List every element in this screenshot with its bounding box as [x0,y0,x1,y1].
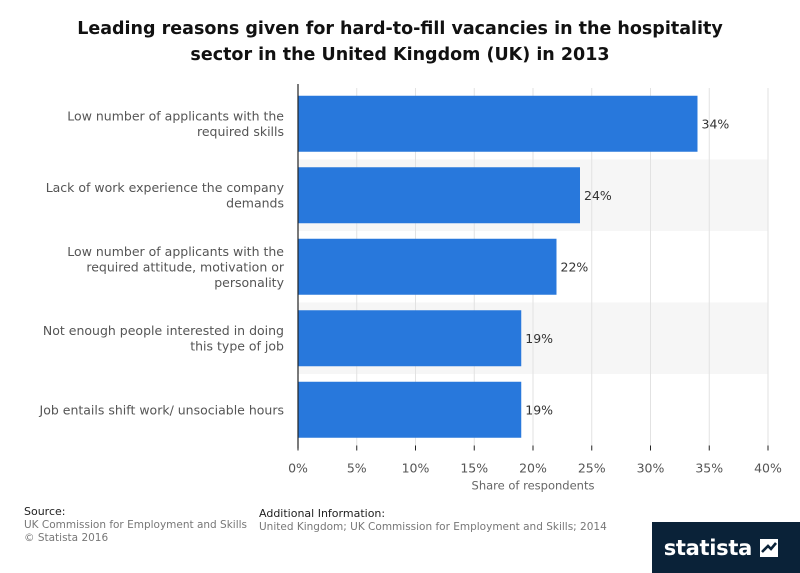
bar [298,95,698,152]
x-tick-label: 30% [637,461,665,476]
x-tick-label: 5% [347,461,367,476]
category-label: Job entails shift work/ unsociable hours [39,402,284,417]
x-tick-label: 25% [578,461,606,476]
x-tick-label: 0% [288,461,308,476]
category-label: Low number of applicants with the require… [67,244,285,290]
bar-chart: 34%Low number of applicants with the requ… [39,84,782,493]
category-label-line: Lack of work experience the company [46,180,285,195]
bar [298,381,522,438]
x-tick-label: 10% [402,461,430,476]
category-label: Not enough people interested in doing thi… [43,323,284,354]
category-label-line: Job entails shift work/ unsociable hours [39,402,284,417]
x-axis-title: Share of respondents [472,479,595,493]
additional-info-block: Additional Information: United Kingdom; … [259,507,607,534]
additional-info-heading: Additional Information: [259,507,386,520]
chart-title-line-2: sector in the United Kingdom (UK) in 201… [190,45,610,65]
bar [298,310,522,367]
data-label: 24% [584,188,612,203]
category-label-line: Low number of applicants with the [67,109,284,124]
data-label: 34% [702,116,730,131]
data-label: 19% [525,331,553,346]
data-label: 22% [561,259,589,274]
bar [298,238,557,295]
category-label-line: demands [226,196,284,211]
source-text: UK Commission for Employment and Skills [24,518,248,531]
category-label-line: this type of job [190,339,284,354]
category-label: Low number of applicants with the require… [67,109,284,140]
x-tick-label: 40% [754,461,782,476]
category-label-line: required skills [197,124,284,139]
statista-logo[interactable]: statista [652,522,800,573]
category-label: Lack of work experience the company deman… [46,180,285,211]
copyright-text: © Statista 2016 [24,532,109,544]
data-label: 19% [525,402,553,417]
bar [298,167,580,224]
source-heading: Source: [24,505,66,518]
statista-logo-icon [760,538,778,557]
statista-logo-text: statista [663,535,753,560]
category-label-line: Not enough people interested in doing [43,323,284,338]
x-tick-label: 20% [519,461,547,476]
category-label-line: personality [214,275,284,290]
source-block: Source: UK Commission for Employment and… [24,505,247,546]
x-tick-label: 15% [460,461,488,476]
category-label-line: required attitude, motivation or [86,259,284,274]
chart-title: Leading reasons given for hard-to-fill v… [60,16,740,68]
chart-title-line-1: Leading reasons given for hard-to-fill v… [77,19,723,39]
x-tick-label: 35% [695,461,723,476]
additional-info-text: United Kingdom; UK Commission for Employ… [259,520,607,533]
category-label-line: Low number of applicants with the [67,244,284,259]
